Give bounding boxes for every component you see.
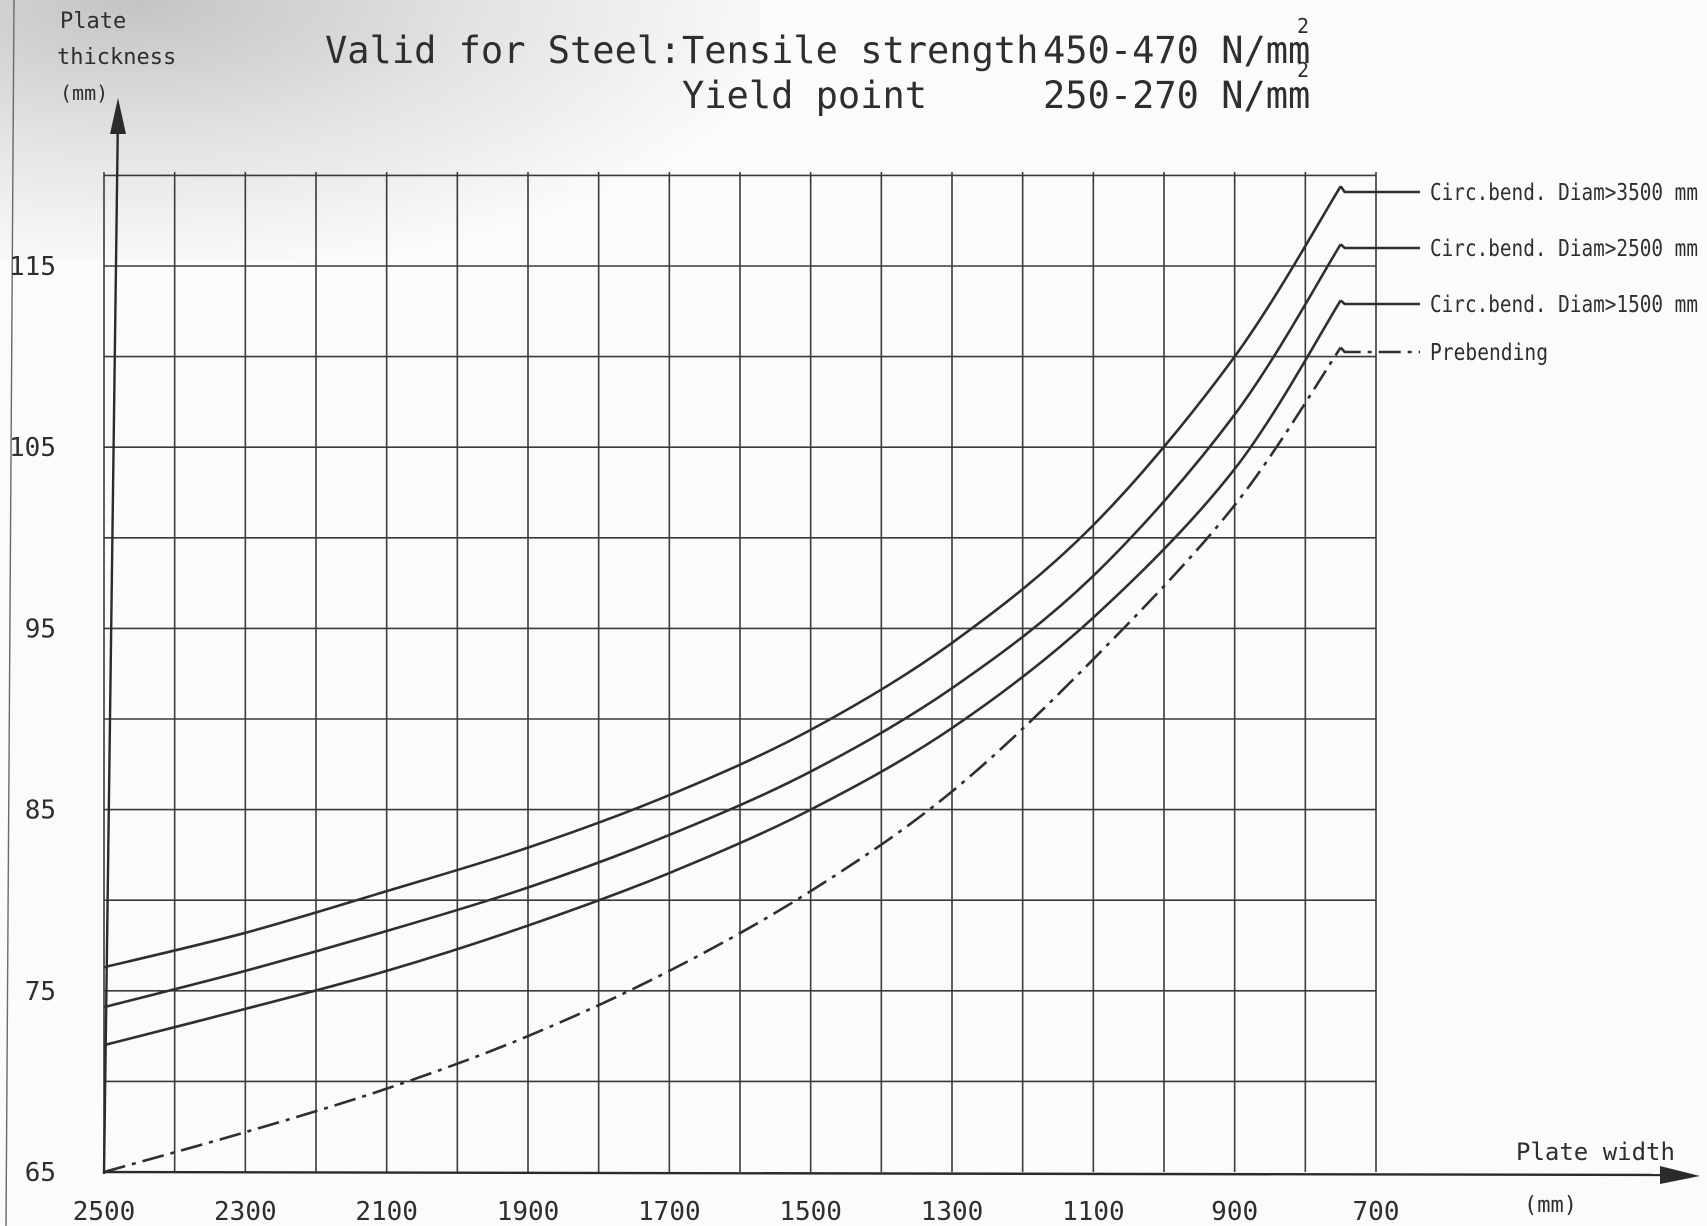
series-line: [103, 185, 1342, 969]
x-tick-label: 1900: [497, 1197, 560, 1226]
x-tick-label: 1700: [638, 1197, 701, 1226]
y-tick-label: 95: [25, 614, 56, 644]
series-line: [103, 299, 1342, 1047]
x-tick-label: 700: [1353, 1197, 1400, 1226]
tensile-superscript: 2: [1297, 14, 1309, 38]
x-axis-arrow: [1660, 1166, 1700, 1184]
y-tick-label: 105: [9, 433, 56, 463]
y-tick-label: 75: [25, 977, 56, 1007]
legend-label: Circ.bend. Diam>3500 mm: [1430, 180, 1698, 206]
legend-leader-line: [1339, 185, 1420, 194]
tensile-value: 450-470 N/mm: [1043, 29, 1310, 72]
tensile-label: Tensile strength: [682, 29, 1038, 72]
page-border-left: [5, 0, 15, 1226]
x-tick-label: 2100: [355, 1197, 418, 1226]
y-tick-label: 115: [9, 252, 56, 282]
x-tick-label: 2300: [214, 1197, 277, 1226]
yield-value: 250-270 N/mm: [1043, 74, 1310, 117]
y-tick-label: 65: [25, 1158, 56, 1188]
y-axis-label-line-2: thickness: [57, 45, 176, 70]
legend-leader-line: [1339, 299, 1420, 306]
y-axis-arrow: [110, 98, 126, 134]
legend-label: Circ.bend. Diam>1500 mm: [1430, 292, 1698, 318]
title-prefix: Valid for Steel:: [325, 29, 681, 72]
yield-superscript: 2: [1297, 58, 1309, 82]
y-axis-line: [102, 111, 120, 1175]
x-axis-line: [103, 1170, 1669, 1177]
series-line: [103, 346, 1342, 1174]
x-tick-label: 2500: [73, 1197, 136, 1226]
yield-label: Yield point: [682, 74, 927, 117]
legend-label: Prebending: [1430, 340, 1548, 366]
x-axis-label-line-1: Plate width: [1516, 1138, 1675, 1166]
x-tick-label: 1500: [779, 1197, 842, 1226]
legend-leader-line: [1339, 243, 1420, 250]
series-line: [103, 243, 1342, 1009]
y-axis-label-line-1: Plate: [60, 9, 126, 34]
x-tick-label: 1100: [1062, 1197, 1125, 1226]
series-lines: [103, 185, 1342, 1174]
legend-leader-line: [1339, 346, 1420, 354]
y-axis-label-line-3: (mm): [60, 81, 108, 105]
axes: [102, 98, 1700, 1184]
legend-label: Circ.bend. Diam>2500 mm: [1430, 236, 1698, 262]
tick-labels: 2500 2300 2100 1900 1700 1500 1300 1100 900 700 65…: [9, 252, 1399, 1226]
grid-lines: [103, 172, 1377, 1172]
x-axis-label-line-2: (mm): [1524, 1193, 1577, 1218]
y-tick-label: 85: [25, 796, 56, 826]
x-tick-label: 900: [1211, 1197, 1258, 1226]
legend: Circ.bend. Diam>3500 mm Circ.bend. Diam>2…: [1339, 180, 1698, 366]
x-tick-label: 1300: [921, 1197, 984, 1226]
